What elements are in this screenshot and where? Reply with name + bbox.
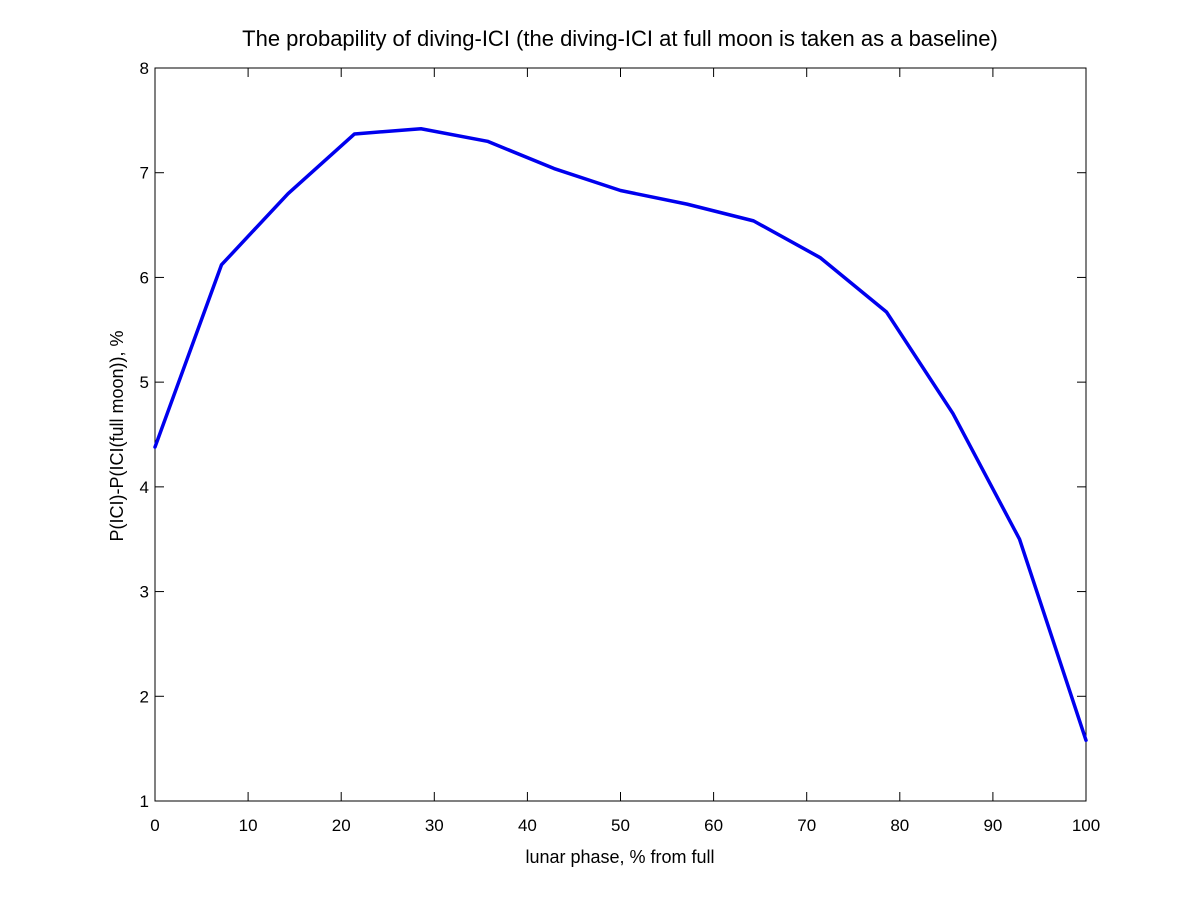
x-tick-label: 80 bbox=[890, 816, 909, 835]
data-point bbox=[486, 140, 489, 143]
y-tick-label: 7 bbox=[140, 164, 149, 183]
y-tick-label: 5 bbox=[140, 373, 149, 392]
x-tick-label: 30 bbox=[425, 816, 444, 835]
data-point bbox=[287, 192, 290, 195]
x-tick-label: 60 bbox=[704, 816, 723, 835]
x-tick-label: 20 bbox=[332, 816, 351, 835]
y-tick-label: 2 bbox=[140, 687, 149, 706]
data-point bbox=[619, 189, 622, 192]
y-tick-label: 8 bbox=[140, 59, 149, 78]
data-point bbox=[819, 256, 822, 259]
data-point bbox=[1085, 739, 1088, 742]
data-point bbox=[885, 310, 888, 313]
x-tick-label: 50 bbox=[611, 816, 630, 835]
y-axis-label: P(ICI)-P(ICI(full moon)), % bbox=[107, 330, 127, 541]
data-point bbox=[553, 167, 556, 170]
x-tick-label: 10 bbox=[239, 816, 258, 835]
data-point bbox=[419, 127, 422, 130]
data-point bbox=[951, 412, 954, 415]
x-tick-label: 90 bbox=[983, 816, 1002, 835]
data-point bbox=[1018, 538, 1021, 541]
data-point bbox=[154, 446, 157, 449]
x-axis-label: lunar phase, % from full bbox=[525, 847, 714, 867]
data-point bbox=[353, 132, 356, 135]
x-tick-label: 100 bbox=[1072, 816, 1100, 835]
x-tick-label: 0 bbox=[150, 816, 159, 835]
x-tick-label: 40 bbox=[518, 816, 537, 835]
data-point bbox=[220, 263, 223, 266]
y-tick-label: 6 bbox=[140, 268, 149, 287]
chart-title: The probapility of diving-ICI (the divin… bbox=[242, 26, 998, 51]
series-line bbox=[153, 126, 1088, 743]
y-tick-label: 4 bbox=[140, 478, 149, 497]
data-point bbox=[685, 203, 688, 206]
x-tick-label: 70 bbox=[797, 816, 816, 835]
data-point bbox=[752, 219, 755, 222]
plot-area: 0 10 20 30 40 50 60 70 80 90 100 1 2 3 4 5 6 7 8 bbox=[140, 59, 1101, 835]
y-tick-label: 1 bbox=[140, 792, 149, 811]
y-tick-label: 3 bbox=[140, 583, 149, 602]
